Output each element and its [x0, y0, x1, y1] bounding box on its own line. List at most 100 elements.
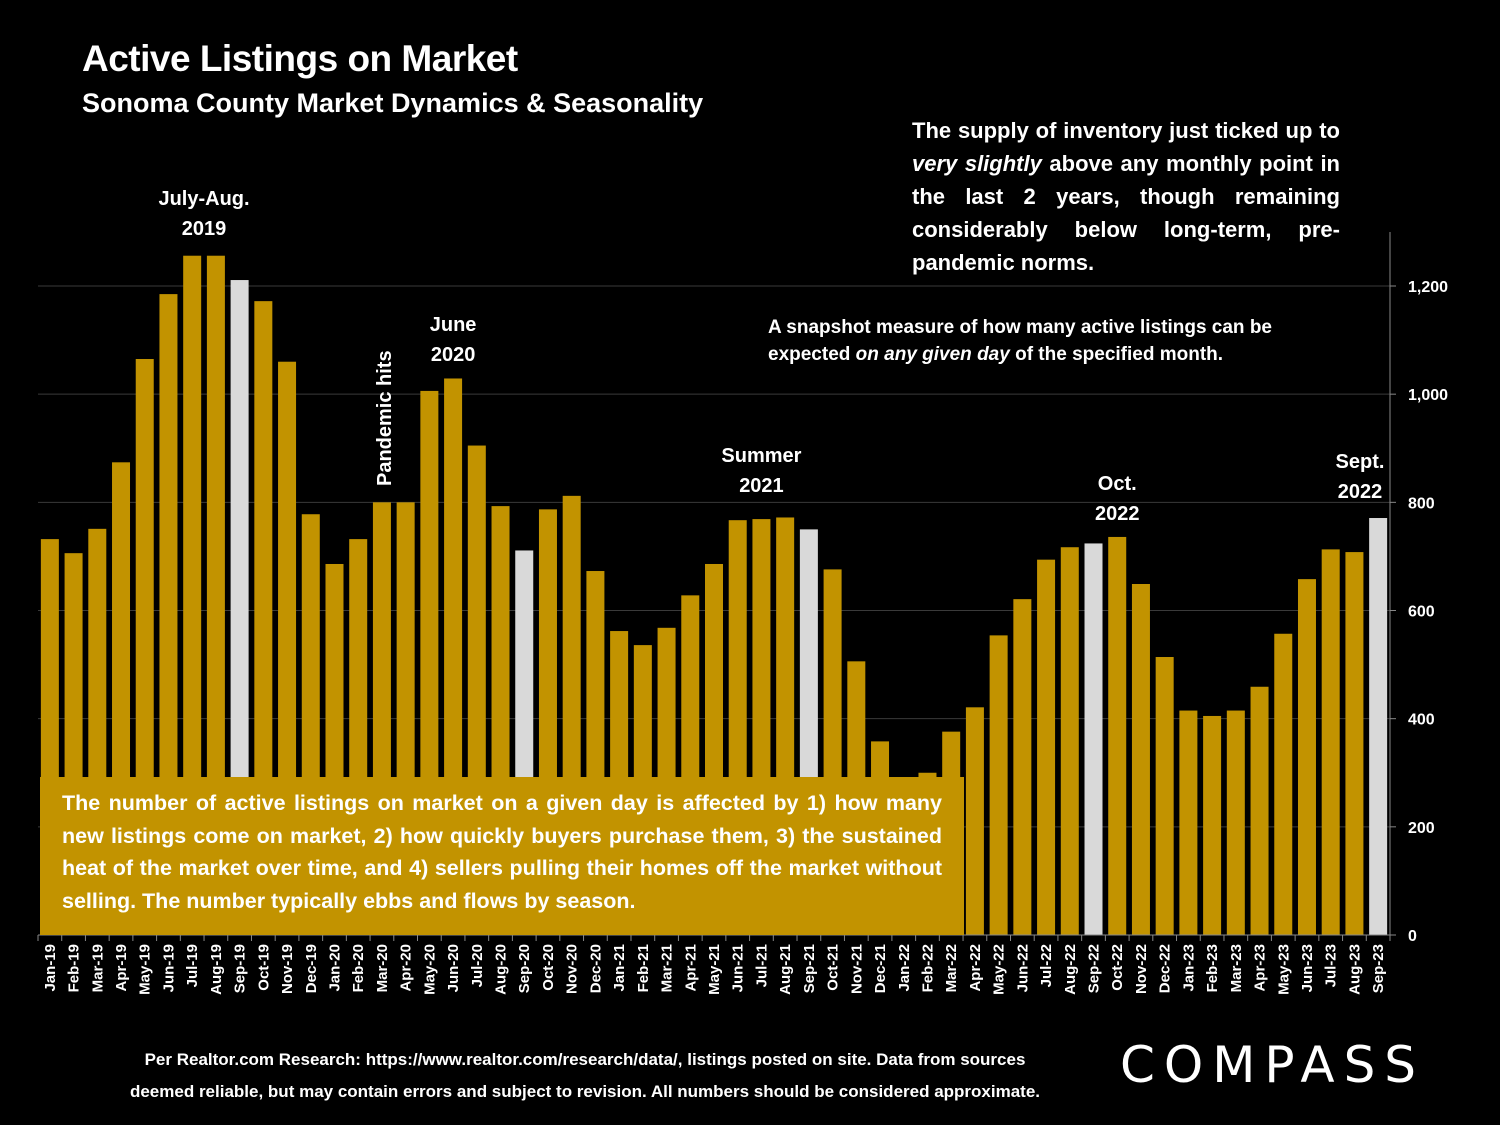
x-tick-label: Oct-22 [1109, 944, 1126, 991]
x-tick-label: Nov-19 [279, 944, 296, 994]
snapshot-note: A snapshot measure of how many active li… [768, 314, 1288, 368]
x-tick-label: Jun-22 [1014, 944, 1031, 992]
bar-highlight [1369, 518, 1388, 935]
x-tick-label: Nov-22 [1133, 944, 1150, 994]
annotation-label: Pandemic hits [374, 350, 396, 486]
supply-note-part2: above any monthly point in the last 2 ye… [912, 151, 1340, 275]
x-tick-label: Jun-21 [730, 944, 747, 992]
x-tick-label: Jul-19 [184, 944, 201, 987]
x-tick-label: Feb-21 [635, 944, 652, 992]
annotation-label: July-Aug. [158, 188, 249, 210]
bar [254, 301, 273, 936]
x-tick-label: May-23 [1275, 944, 1292, 995]
x-tick-label: Jan-20 [326, 944, 343, 992]
x-tick-label: Sep-23 [1370, 944, 1387, 993]
bar [159, 294, 178, 935]
x-tick-label: Mar-20 [374, 944, 391, 992]
annotation-label: 2019 [182, 218, 227, 240]
bar [1060, 547, 1079, 935]
annotation-label: Summer [721, 445, 801, 467]
bar [965, 707, 984, 935]
y-tick-label: 0 [1408, 928, 1417, 945]
x-tick-label: Feb-20 [350, 944, 367, 992]
y-tick-label: 200 [1408, 820, 1435, 837]
y-tick-label: 800 [1408, 495, 1435, 512]
chart-subtitle: Sonoma County Market Dynamics & Seasonal… [82, 88, 704, 118]
x-tick-label: Aug-21 [777, 944, 794, 995]
x-tick-label: Sep-20 [516, 944, 533, 993]
x-tick-label: Oct-19 [255, 944, 272, 991]
bar [1203, 715, 1222, 935]
x-tick-label: May-22 [991, 944, 1008, 995]
x-tick-label: Nov-21 [848, 944, 865, 994]
x-tick-label: Mar-21 [659, 944, 676, 992]
x-tick-label: Sep-19 [232, 944, 249, 993]
bar-highlight [230, 280, 249, 935]
annotation-label: Oct. [1098, 473, 1137, 495]
x-tick-label: Jun-20 [445, 944, 462, 992]
y-tick-label: 1,000 [1408, 387, 1448, 404]
x-tick-label: Jul-23 [1323, 944, 1340, 987]
x-tick-label: Apr-21 [682, 944, 699, 992]
source-footer: Per Realtor.com Research: https://www.re… [90, 1044, 1080, 1108]
x-tick-label: Mar-22 [943, 944, 960, 992]
bar [183, 255, 202, 936]
x-tick-label: Jan-22 [896, 944, 913, 992]
x-tick-label: Jun-19 [160, 944, 177, 992]
x-tick-label: Nov-20 [564, 944, 581, 994]
bar [1321, 549, 1340, 935]
compass-logo: COMPASS [1120, 1036, 1426, 1094]
x-tick-label: Oct-20 [540, 944, 557, 991]
x-tick-label: Feb-23 [1204, 944, 1221, 992]
bar [206, 255, 225, 936]
x-tick-label: Aug-20 [493, 944, 510, 995]
y-tick-label: 600 [1408, 604, 1435, 621]
x-tick-label: Jul-20 [469, 944, 486, 987]
x-tick-label: Jan-23 [1180, 944, 1197, 992]
bar [1274, 633, 1293, 935]
x-tick-label: Aug-23 [1346, 944, 1363, 995]
x-tick-label: Dec-19 [303, 944, 320, 993]
x-tick-label: Dec-21 [872, 944, 889, 993]
x-tick-label: May-20 [421, 944, 438, 995]
x-tick-label: Jan-21 [611, 944, 628, 992]
x-tick-label: Apr-19 [113, 944, 130, 992]
x-tick-label: Feb-22 [919, 944, 936, 992]
bar [1297, 579, 1316, 935]
bar [1131, 583, 1150, 935]
snapshot-note-emphasis: on any given day [855, 344, 1010, 365]
snapshot-note-part1: A snapshot measure of how many active li… [768, 317, 1272, 365]
explanation-box: The number of active listings on market … [40, 777, 964, 935]
annotation-label: June [430, 314, 477, 336]
source-line-2: deemed reliable, but may contain errors … [129, 1082, 1041, 1101]
bar-highlight [1084, 543, 1103, 935]
x-tick-label: Sep-21 [801, 944, 818, 993]
supply-note-emphasis: very slightly [912, 151, 1042, 176]
x-tick-label: Dec-20 [587, 944, 604, 993]
annotation-label: 2021 [739, 475, 784, 497]
chart-title: Active Listings on Market [82, 38, 518, 79]
annotation-label: 2022 [1338, 481, 1383, 503]
x-tick-label: Mar-19 [89, 944, 106, 992]
y-tick-label: 1,200 [1408, 279, 1448, 296]
bar [1155, 657, 1174, 935]
bar [1013, 599, 1032, 935]
bar [1250, 686, 1269, 935]
x-tick-label: Dec-22 [1157, 944, 1174, 993]
x-tick-label: Aug-19 [208, 944, 225, 995]
bar [1037, 559, 1056, 935]
x-tick-label: May-19 [137, 944, 154, 995]
x-tick-label: Apr-22 [967, 944, 984, 992]
bar [1345, 552, 1364, 935]
x-tick-label: Apr-20 [398, 944, 415, 992]
y-tick-label: 400 [1408, 712, 1435, 729]
x-tick-label: Jul-22 [1038, 944, 1055, 987]
bar [1179, 710, 1198, 935]
bar [1226, 710, 1245, 935]
x-tick-label: Oct-21 [825, 944, 842, 991]
x-tick-label: Jul-21 [753, 944, 770, 987]
x-tick-label: Mar-23 [1228, 944, 1245, 992]
snapshot-note-part2: of the specified month. [1009, 344, 1224, 365]
source-line-1: Per Realtor.com Research: https://www.re… [144, 1050, 1026, 1069]
